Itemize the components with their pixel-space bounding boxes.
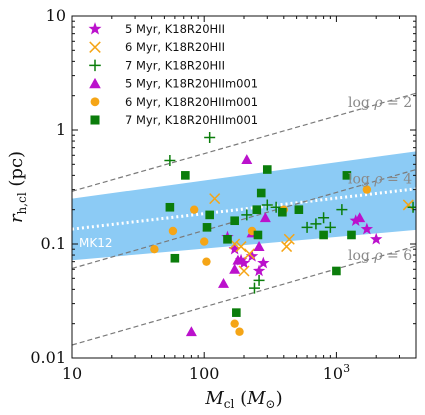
data-point-triangle-3 [229,263,241,274]
data-point-plus-6 [261,199,273,211]
data-point-plus-13 [407,201,416,213]
density-line-1 [72,92,416,192]
data-point-square-10 [253,230,263,240]
data-point-star-10 [370,232,383,245]
y-tick-label: 1 [56,120,66,139]
data-point-triangle-8 [259,212,271,223]
data-point-square-14 [294,205,304,214]
data-point-circle-6 [230,319,239,328]
data-point-square-16 [332,266,341,276]
data-point-x-5 [243,248,256,260]
data-point-circle-1 [150,245,159,254]
data-point-plus-11 [324,221,336,233]
data-point-circle-7 [235,327,244,336]
data-point-square-15 [319,230,328,240]
data-point-circle-5 [202,257,211,266]
mk12-label: MK12 [79,236,113,250]
data-point-plus-8 [301,221,313,233]
data-point-square-1 [165,202,175,212]
data-point-square-7 [230,216,239,226]
data-point-plus-12 [336,204,348,216]
data-point-plus-1 [164,155,176,167]
data-point-square-12 [262,165,272,174]
data-point-plus-9 [310,218,322,230]
data-point-triangle-9 [354,212,366,223]
density-line-3 [72,245,416,346]
data-point-plus-2 [204,131,216,143]
data-point-circle-2 [168,226,178,236]
y-tick-label: 10 [46,6,66,25]
data-point-circle-10 [362,185,372,194]
data-point-x-1 [209,193,221,205]
legend: 5 Myr, K18R20HII 6 Myr, K18R20HII 7 Myr, K… [88,22,258,127]
legend-label-2: 6 Myr, K18R20HII [125,40,225,54]
data-point-star-2 [228,242,241,255]
legend-marker-1 [88,22,102,35]
data-point-plus-5 [253,274,265,286]
legend-label-5: 6 Myr, K18R20HIIm001 [125,95,258,109]
density-label-2: log ρ = 4 [348,171,412,187]
data-point-x-7 [283,233,295,245]
legend-label-4: 5 Myr, K18R20HIIm001 [125,77,258,91]
data-point-square-13 [278,207,287,217]
mk12-band-layer [72,151,416,261]
data-point-triangle-5 [241,154,253,164]
x-tick-label: 100 [189,364,220,383]
mk12-band [72,151,416,261]
legend-marker-6 [90,115,100,125]
legend-label-1: 5 Myr, K18R20HII [125,22,225,36]
axis-ticks: 10 100 103 0.01 0.1 1 10 [30,6,417,383]
x-axis-label: Mcl (M⊙) [204,388,282,411]
legend-marker-4 [89,77,101,89]
data-point-plus-3 [241,209,253,221]
data-point-square-8 [232,308,241,317]
data-point-triangle-7 [253,241,265,251]
data-point-plus-7 [270,201,282,213]
data-point-plus-10 [318,212,330,224]
density-line-2 [72,168,416,270]
data-point-circle-4 [200,237,209,246]
legend-marker-5 [90,97,100,107]
data-point-x-6 [281,241,293,253]
y-tick-label: 0.1 [41,234,66,253]
annotations-layer: log ρ = 2 log ρ = 4 log ρ = 6 MK12 [79,95,412,264]
data-point-square-17 [342,171,352,180]
density-label-1: log ρ = 2 [348,95,412,111]
density-lines-layer [72,92,416,346]
data-point-square-4 [202,223,212,232]
data-point-square-11 [256,188,266,198]
data-point-square-3 [181,171,190,180]
data-point-square-18 [347,230,356,240]
legend-label-3: 7 Myr, K18R20HII [125,58,225,72]
data-point-star-4 [237,256,251,269]
x-tick-label: 10 [62,364,82,383]
data-point-star-7 [257,256,270,269]
data-point-square-2 [170,253,180,263]
y-tick-label: 0.01 [30,348,66,367]
data-point-circle-3 [189,205,199,214]
legend-marker-3 [89,59,101,72]
density-label-3: log ρ = 6 [348,248,412,264]
data-point-plus-4 [248,282,260,294]
data-point-square-9 [252,205,262,214]
y-axis-label: rh,cl (pc) [6,151,29,223]
x-tick-label: 103 [323,362,350,383]
legend-label-6: 7 Myr, K18R20HIIm001 [125,113,258,127]
data-point-x-4 [238,265,250,277]
data-point-triangle-2 [218,278,230,288]
data-point-star-9 [360,222,374,235]
data-points-layer [150,131,416,337]
data-point-x-3 [235,241,247,253]
data-point-square-6 [223,234,232,244]
data-point-square-5 [205,210,214,220]
data-point-star-6 [252,264,266,277]
data-point-triangle-4 [232,254,244,265]
legend-marker-2 [89,41,101,53]
data-point-triangle-1 [185,326,197,337]
data-point-x-8 [402,199,414,211]
axis-labels: Mcl (M⊙) rh,cl (pc) [6,151,283,411]
data-point-star-3 [234,253,248,266]
